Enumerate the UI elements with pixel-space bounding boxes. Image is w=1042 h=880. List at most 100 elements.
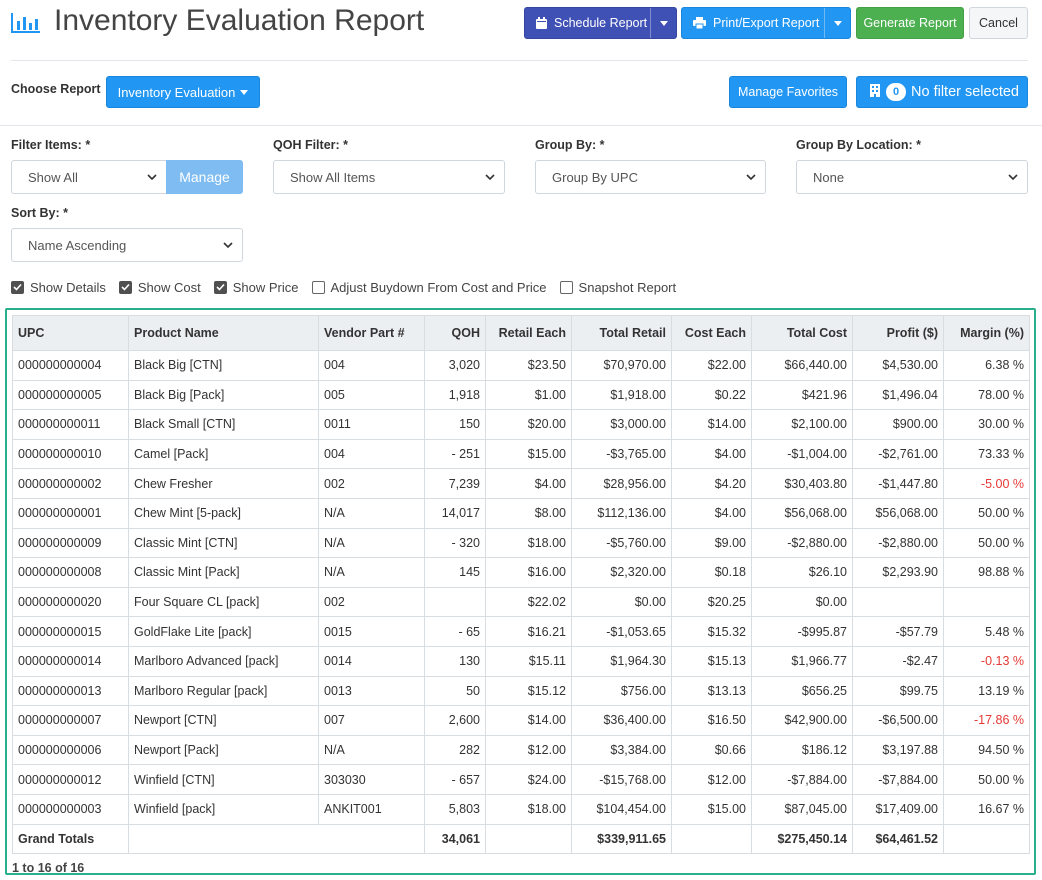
table-cell: $112,136.00 — [571, 497, 672, 529]
schedule-dropdown-toggle[interactable] — [650, 8, 676, 38]
chevron-down-icon — [485, 174, 495, 181]
caret-down-icon — [833, 20, 842, 26]
column-header[interactable]: Vendor Part # — [318, 315, 425, 351]
calendar-icon — [536, 17, 547, 29]
table-cell: Camel [Pack] — [128, 438, 319, 470]
filter-status-button[interactable]: 0 No filter selected — [856, 76, 1028, 108]
table-cell: Black Small [CTN] — [128, 409, 319, 440]
table-cell: $186.12 — [751, 734, 853, 766]
table-cell: $22.02 — [485, 586, 572, 618]
column-header[interactable]: Total Retail — [571, 315, 672, 351]
group-by-select[interactable]: Group By UPC — [535, 160, 766, 194]
table-cell: -$7,884.00 — [751, 764, 853, 795]
cancel-button[interactable]: Cancel — [969, 7, 1028, 39]
table-cell: 004 — [318, 438, 425, 470]
table-cell: $0.18 — [671, 557, 752, 588]
table-cell: $2,320.00 — [571, 557, 672, 588]
snapshot-report-option[interactable]: Snapshot Report — [559, 280, 676, 295]
schedule-report-button[interactable]: Schedule Report — [524, 7, 677, 39]
table-cell: -$5,760.00 — [571, 527, 672, 559]
adjust-buydown-checkbox[interactable] — [311, 280, 325, 294]
table-cell: - 657 — [424, 764, 486, 795]
table-cell: $15.00 — [671, 793, 752, 825]
table-cell: 0013 — [318, 675, 425, 707]
table-cell — [852, 586, 944, 618]
print-dropdown-toggle[interactable] — [824, 8, 850, 38]
table-cell: $900.00 — [852, 409, 944, 440]
group-by-label: Group By: * — [535, 138, 605, 152]
column-header[interactable]: Total Cost — [751, 315, 853, 351]
qoh-filter-label: QOH Filter: * — [273, 138, 349, 152]
table-cell: 13.19 % — [943, 675, 1030, 707]
table-cell: 3,020 — [424, 350, 486, 381]
table-cell: 000000000003 — [12, 793, 129, 825]
group-by-value: Group By UPC — [552, 169, 638, 185]
column-header[interactable]: Margin (%) — [943, 315, 1030, 351]
show-price-option[interactable]: Show Price — [213, 279, 299, 295]
table-row: 000000000013 Marlboro Regular [pack] 0013 5… — [12, 675, 1030, 707]
show-cost-checkbox[interactable] — [118, 280, 132, 294]
column-header[interactable]: Profit ($) — [852, 315, 944, 351]
table-cell: 000000000012 — [12, 764, 129, 795]
column-header[interactable]: QOH — [424, 315, 486, 351]
table-cell: 002 — [318, 468, 425, 499]
table-header-row: UPC Product Name Vendor Part # QOH Retai… — [12, 315, 1030, 351]
table-cell: $13.13 — [671, 675, 752, 707]
totals-cell — [943, 823, 1030, 854]
table-cell: Four Square CL [pack] — [128, 586, 319, 618]
check-icon — [13, 283, 22, 291]
show-details-checkbox[interactable] — [11, 280, 24, 294]
table-cell: 000000000007 — [12, 705, 129, 736]
report-options: Show Details Show Cost Show Price Adjust… — [11, 278, 689, 296]
column-header[interactable]: Cost Each — [671, 315, 752, 351]
choose-report-dropdown[interactable]: Inventory Evaluation — [106, 76, 260, 108]
table-cell: 000000000001 — [12, 497, 129, 529]
chevron-down-icon — [746, 174, 756, 181]
show-price-checkbox[interactable] — [213, 280, 227, 294]
table-cell: $104,454.00 — [571, 793, 672, 825]
snapshot-report-checkbox[interactable] — [559, 280, 573, 294]
table-cell: 94.50 % — [943, 734, 1030, 766]
table-cell: $3,384.00 — [571, 734, 672, 766]
table-cell: 282 — [424, 734, 486, 766]
show-details-option[interactable]: Show Details — [11, 280, 106, 295]
table-cell: 1,918 — [424, 379, 486, 411]
table-cell: N/A — [318, 497, 425, 529]
manage-favorites-button[interactable]: Manage Favorites — [729, 76, 847, 108]
group-by-location-select[interactable]: None — [796, 160, 1028, 194]
table-cell: 000000000006 — [12, 734, 129, 766]
sort-by-select[interactable]: Name Ascending — [11, 228, 243, 262]
table-body: 000000000004 Black Big [CTN] 004 3,020 $23.5… — [12, 350, 1030, 854]
filter-items-label: Filter Items: * — [11, 138, 91, 152]
show-cost-option[interactable]: Show Cost — [118, 280, 201, 295]
column-header[interactable]: Retail Each — [485, 315, 572, 351]
table-cell: 2,600 — [424, 705, 486, 736]
filter-count-badge: 0 — [886, 83, 906, 101]
table-cell: $4.20 — [671, 468, 752, 499]
manage-filter-button[interactable]: Manage — [166, 160, 243, 194]
chevron-down-icon — [147, 174, 157, 181]
adjust-buydown-option[interactable]: Adjust Buydown From Cost and Price — [311, 280, 547, 295]
table-cell: $756.00 — [571, 675, 672, 707]
table-cell: ANKIT001 — [318, 793, 425, 825]
column-header[interactable]: Product Name — [128, 315, 319, 351]
table-cell: 50.00 % — [943, 497, 1030, 529]
check-icon — [216, 283, 225, 291]
print-export-button[interactable]: Print/Export Report — [681, 7, 851, 39]
table-cell: $421.96 — [751, 379, 853, 411]
table-cell: $15.13 — [671, 645, 752, 677]
table-cell: 50.00 % — [943, 764, 1030, 795]
table-cell: 30.00 % — [943, 409, 1030, 440]
show-price-label: Show Price — [232, 279, 299, 295]
group-by-location-label: Group By Location: * — [796, 138, 921, 152]
filter-items-select[interactable]: Show All — [11, 160, 167, 194]
generate-report-button[interactable]: Generate Report — [856, 7, 964, 39]
table-cell: 50 — [424, 675, 486, 707]
table-cell: $1,964.30 — [571, 645, 672, 677]
table-cell: 5,803 — [424, 793, 486, 825]
table-cell: 16.67 % — [943, 793, 1030, 825]
qoh-filter-select[interactable]: Show All Items — [273, 160, 505, 194]
table-cell: 007 — [318, 705, 425, 736]
column-header[interactable]: UPC — [12, 315, 129, 351]
table-row: 000000000007 Newport [CTN] 007 2,600 $14.00 $… — [12, 705, 1030, 736]
